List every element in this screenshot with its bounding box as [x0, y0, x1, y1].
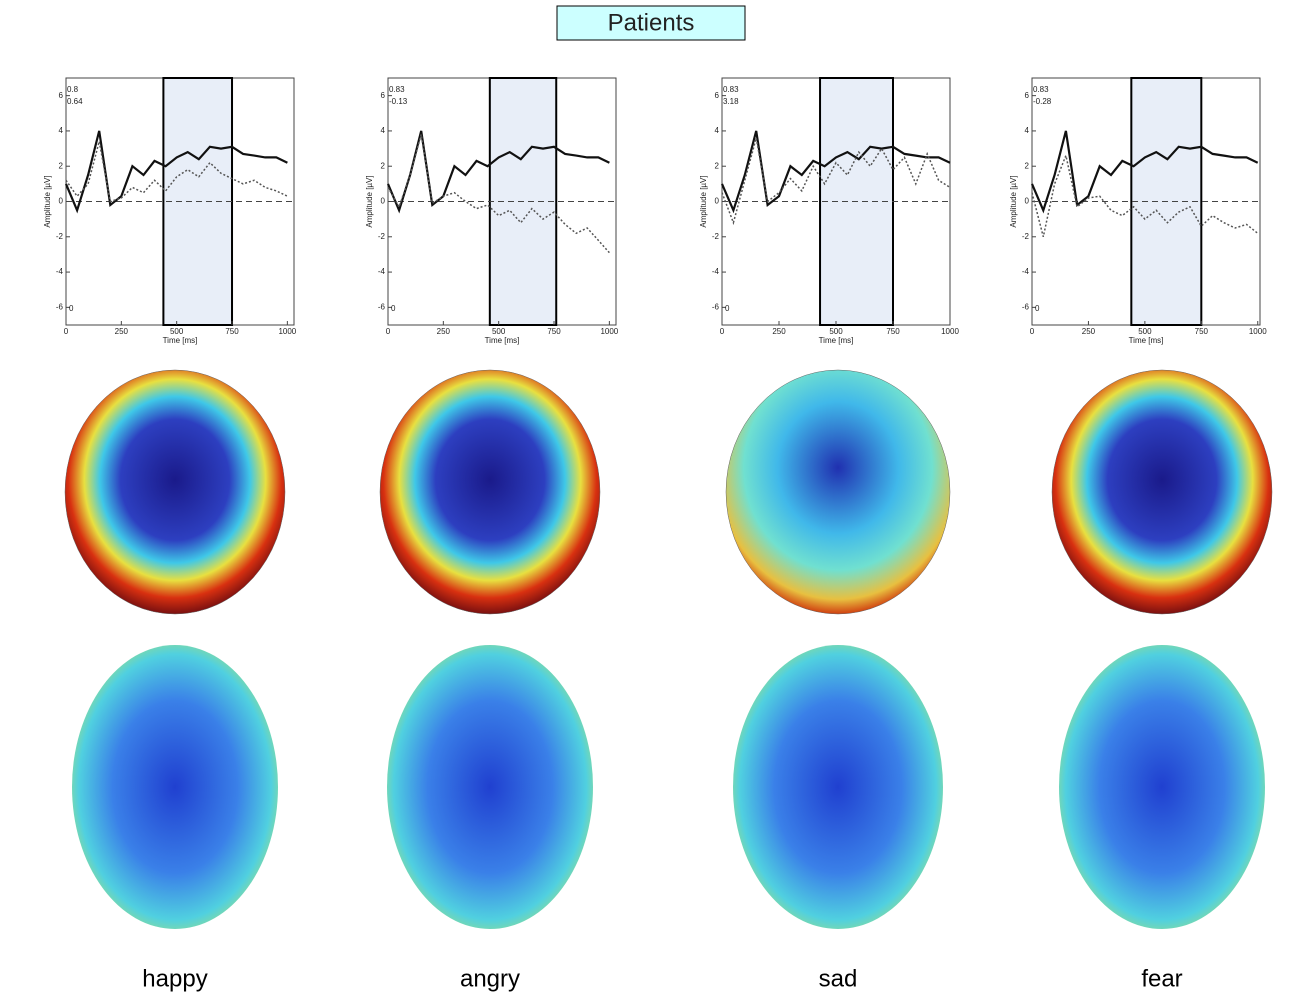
y-tick-label: 2 [1025, 161, 1030, 170]
annotation: 0 [725, 304, 730, 313]
x-tick-label: 750 [1195, 327, 1209, 336]
annotation: 0.83 [1033, 85, 1049, 94]
annotation: 0 [69, 304, 74, 313]
y-tick-label: -2 [378, 232, 386, 241]
brain-map [733, 645, 943, 929]
figure: Patients 6 4 2 0 -2 -4 -6 0 250 500 750 1000 Time [m… [0, 0, 1303, 996]
x-label: Time [ms] [819, 336, 854, 345]
x-label: Time [ms] [1129, 336, 1164, 345]
y-tick-label: 6 [1025, 91, 1030, 100]
y-tick-label: -4 [712, 267, 720, 276]
y-tick-label: 4 [715, 126, 720, 135]
x-tick-label: 1000 [600, 327, 618, 336]
head-topography [726, 370, 950, 614]
x-tick-label: 750 [547, 327, 561, 336]
annotation: 3.18 [723, 97, 739, 106]
y-tick-label: -4 [378, 267, 386, 276]
x-tick-label: 0 [1030, 327, 1035, 336]
y-tick-label: -6 [1022, 302, 1030, 311]
y-tick-label: 4 [381, 126, 386, 135]
y-tick-label: 4 [1025, 126, 1030, 135]
x-tick-label: 500 [492, 327, 506, 336]
x-tick-label: 0 [64, 327, 69, 336]
title: Patients [608, 9, 695, 36]
x-tick-label: 250 [772, 327, 786, 336]
y-tick-label: 0 [715, 197, 720, 206]
annotation: 0 [1035, 304, 1040, 313]
y-tick-label: 4 [59, 126, 64, 135]
x-tick-label: 250 [115, 327, 129, 336]
y-tick-label: 2 [381, 161, 386, 170]
x-tick-label: 750 [225, 327, 239, 336]
x-tick-label: 250 [1082, 327, 1096, 336]
y-tick-label: 6 [715, 91, 720, 100]
brain-map [1059, 645, 1265, 929]
annotation: -0.28 [1033, 97, 1052, 106]
y-tick-label: 0 [381, 197, 386, 206]
annotation: 0.64 [67, 97, 83, 106]
y-label: Amplitude [µV] [1009, 175, 1018, 227]
annotation: 0.83 [389, 85, 405, 94]
y-tick-label: -4 [1022, 267, 1030, 276]
y-label: Amplitude [µV] [365, 175, 374, 227]
x-label: Time [ms] [485, 336, 520, 345]
y-tick-label: 0 [59, 197, 64, 206]
y-tick-label: -2 [1022, 232, 1030, 241]
x-tick-label: 750 [886, 327, 900, 336]
y-tick-label: -2 [712, 232, 720, 241]
y-tick-label: -6 [712, 302, 720, 311]
x-tick-label: 1000 [1249, 327, 1267, 336]
x-tick-label: 1000 [278, 327, 296, 336]
y-label: Amplitude [µV] [43, 175, 52, 227]
brain-map [387, 645, 593, 929]
caption: happy [142, 965, 207, 992]
y-tick-label: -6 [378, 302, 386, 311]
y-tick-label: -2 [56, 232, 64, 241]
x-tick-label: 500 [170, 327, 184, 336]
x-tick-label: 500 [1138, 327, 1152, 336]
caption: angry [460, 965, 520, 992]
annotation: 0 [391, 304, 396, 313]
brain-map [72, 645, 278, 929]
y-tick-label: 0 [1025, 197, 1030, 206]
y-tick-label: -6 [56, 302, 64, 311]
y-tick-label: 6 [59, 91, 64, 100]
head-topography [380, 370, 600, 614]
annotation: -0.13 [389, 97, 408, 106]
head-topography [1052, 370, 1272, 614]
x-tick-label: 250 [437, 327, 451, 336]
head-topography [65, 370, 285, 614]
x-label: Time [ms] [163, 336, 198, 345]
caption: sad [819, 965, 858, 992]
x-tick-label: 0 [720, 327, 725, 336]
y-tick-label: 2 [715, 161, 720, 170]
y-label: Amplitude [µV] [699, 175, 708, 227]
x-tick-label: 1000 [941, 327, 959, 336]
y-tick-label: 2 [59, 161, 64, 170]
annotation: 0.83 [723, 85, 739, 94]
y-tick-label: -4 [56, 267, 64, 276]
y-tick-label: 6 [381, 91, 386, 100]
x-tick-label: 0 [386, 327, 391, 336]
annotation: 0.8 [67, 85, 79, 94]
caption: fear [1141, 965, 1182, 992]
x-tick-label: 500 [829, 327, 843, 336]
